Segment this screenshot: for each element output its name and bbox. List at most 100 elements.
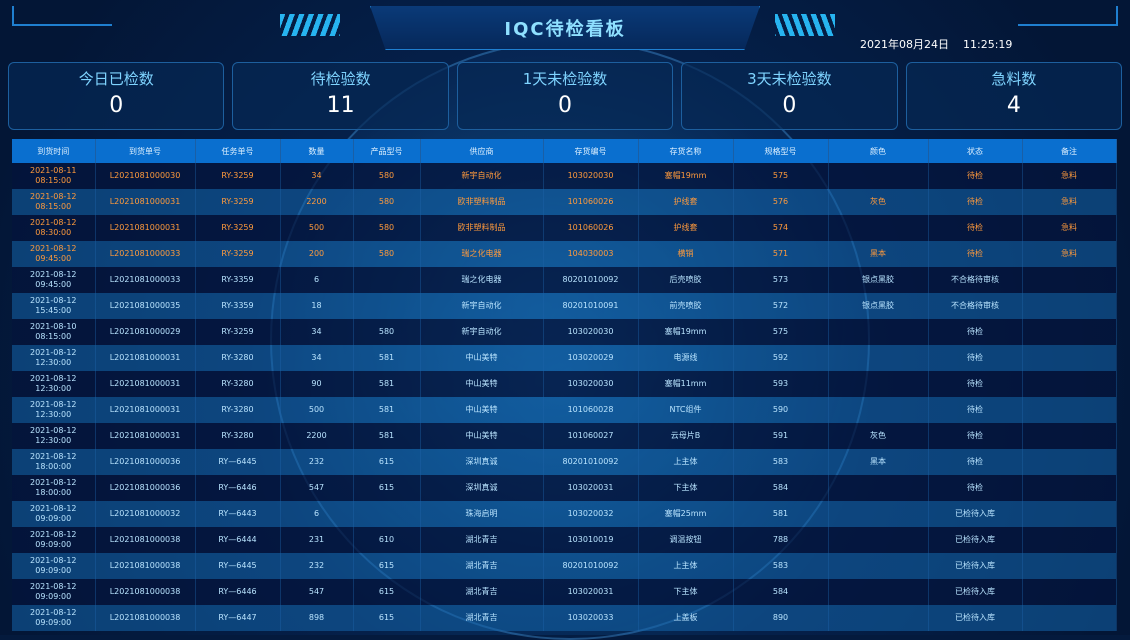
table-cell (353, 267, 421, 293)
table-row[interactable]: 2021-08-12 08:15:00 L2021081000031 RY-3259 2… (12, 189, 1117, 215)
table-cell: 2021-08-12 09:09:00 (12, 527, 96, 553)
table-cell: 2021-08-12 09:09:00 (12, 605, 96, 631)
arrival-date: 2021-08-12 (30, 530, 77, 539)
table-cell: 101060028 (543, 397, 639, 423)
table-cell: L2021081000029 (95, 319, 196, 345)
title-plate (370, 6, 760, 50)
table-cell: RY-3280 (195, 345, 281, 371)
table-cell: RY-3359 (195, 267, 281, 293)
arrival-date: 2021-08-12 (30, 608, 77, 617)
table-cell (828, 553, 929, 579)
column-header: 供应商 (420, 139, 544, 163)
table-cell: 80201010091 (543, 293, 639, 319)
table-cell (1022, 579, 1117, 605)
table-cell: RY—6447 (195, 605, 281, 631)
table-row[interactable]: 2021-08-12 12:30:00 L2021081000031 RY-3280 3… (12, 345, 1117, 371)
table-row[interactable]: 2021-08-12 12:30:00 L2021081000031 RY-3280 9… (12, 371, 1117, 397)
table-cell: RY—6443 (195, 501, 281, 527)
stat-card-3day-uninspected: 3天未检验数 0 (681, 62, 898, 130)
table-row[interactable]: 2021-08-12 18:00:00 L2021081000036 RY—6445 2… (12, 449, 1117, 475)
table-cell (1022, 319, 1117, 345)
table-cell: 103020030 (543, 319, 639, 345)
table-cell: 2021-08-12 09:09:00 (12, 553, 96, 579)
table-row[interactable]: 2021-08-12 09:09:00 L2021081000038 RY—6447 8… (12, 605, 1117, 631)
table-row[interactable]: 2021-08-12 09:45:00 L2021081000033 RY-3359 6… (12, 267, 1117, 293)
table-row[interactable]: 2021-08-11 08:15:00 L2021081000030 RY-3259 3… (12, 163, 1117, 189)
table-row[interactable]: 2021-08-12 09:09:00 L2021081000038 RY—6444 2… (12, 527, 1117, 553)
arrival-time: 15:45:00 (35, 306, 72, 315)
table-cell: RY-3280 (195, 423, 281, 449)
table-cell: 待检 (928, 241, 1023, 267)
stat-value: 11 (326, 93, 355, 118)
stat-value: 4 (1006, 93, 1021, 118)
table-cell: 待检 (928, 215, 1023, 241)
arrival-time: 12:30:00 (35, 410, 72, 419)
table-cell (828, 605, 929, 631)
table-cell: L2021081000031 (95, 371, 196, 397)
stat-label: 3天未检验数 (747, 70, 832, 88)
table-cell: 2021-08-12 18:00:00 (12, 475, 96, 501)
stat-label: 今日已检数 (78, 70, 154, 88)
stat-label: 1天未检验数 (522, 70, 608, 88)
column-header: 状态 (928, 139, 1023, 163)
table-cell: L2021081000038 (95, 553, 196, 579)
stat-card-inspected-today: 今日已检数 0 (8, 62, 225, 130)
table-cell: 待检 (928, 189, 1023, 215)
table-cell (828, 527, 929, 553)
table-cell: 575 (733, 163, 829, 189)
table-cell: 615 (353, 553, 421, 579)
table-row[interactable]: 2021-08-12 09:09:00 L2021081000032 RY—6443 6… (12, 501, 1117, 527)
table-cell: L2021081000031 (95, 423, 196, 449)
arrival-time: 08:15:00 (35, 176, 72, 185)
table-cell: RY—6445 (195, 449, 281, 475)
table-cell: 湖北青吉 (420, 527, 544, 553)
table-cell: 101060026 (543, 189, 639, 215)
table-cell: 2021-08-12 08:15:00 (12, 189, 96, 215)
table-cell: 瑞之化电器 (420, 241, 544, 267)
table-cell: 547 (280, 475, 354, 501)
table-cell: 584 (733, 579, 829, 605)
table-cell: L2021081000038 (95, 605, 196, 631)
table-row[interactable]: 2021-08-12 15:45:00 L2021081000035 RY-3359 1… (12, 293, 1117, 319)
table-cell: RY-3259 (195, 215, 281, 241)
table-cell: L2021081000036 (95, 449, 196, 475)
column-header: 规格型号 (733, 139, 829, 163)
table-cell: 573 (733, 267, 829, 293)
table-cell: 34 (280, 345, 354, 371)
table-row[interactable]: 2021-08-12 18:00:00 L2021081000036 RY—6446 5… (12, 475, 1117, 501)
table-cell: 不合格待审核 (928, 267, 1023, 293)
table-cell: 下主体 (638, 579, 734, 605)
table-cell: L2021081000036 (95, 475, 196, 501)
table-cell: 788 (733, 527, 829, 553)
table-cell: L2021081000031 (95, 215, 196, 241)
table-cell: 已检待入库 (928, 501, 1023, 527)
stat-value: 0 (109, 93, 124, 118)
table-cell: 护线套 (638, 189, 734, 215)
table-row[interactable]: 2021-08-12 12:30:00 L2021081000031 RY-3280 2… (12, 423, 1117, 449)
table-cell (1022, 397, 1117, 423)
table-row[interactable]: 2021-08-12 08:30:00 L2021081000031 RY-3259 5… (12, 215, 1117, 241)
table-cell: 90 (280, 371, 354, 397)
table-cell: 574 (733, 215, 829, 241)
table-cell (1022, 293, 1117, 319)
table-row[interactable]: 2021-08-10 08:15:00 L2021081000029 RY-3259 3… (12, 319, 1117, 345)
arrival-time: 12:30:00 (35, 358, 72, 367)
table-cell: 待检 (928, 371, 1023, 397)
table-cell: 593 (733, 371, 829, 397)
arrival-time: 18:00:00 (35, 488, 72, 497)
arrival-date: 2021-08-12 (30, 452, 77, 461)
table-cell: 黑本 (828, 241, 929, 267)
table-cell (828, 345, 929, 371)
table-row[interactable]: 2021-08-12 09:45:00 L2021081000033 RY-3259 2… (12, 241, 1117, 267)
clock: 2021年08月24日 11:25:19 (860, 36, 1026, 52)
table-cell: 调温按钮 (638, 527, 734, 553)
table-row[interactable]: 2021-08-12 09:09:00 L2021081000038 RY—6446 5… (12, 579, 1117, 605)
arrival-time: 09:09:00 (35, 514, 72, 523)
table-cell: 上盖板 (638, 605, 734, 631)
arrival-time: 12:30:00 (35, 436, 72, 445)
table-row[interactable]: 2021-08-12 09:09:00 L2021081000038 RY—6445 2… (12, 553, 1117, 579)
table-cell: 500 (280, 397, 354, 423)
arrival-date: 2021-08-12 (30, 296, 77, 305)
table-row[interactable]: 2021-08-12 12:30:00 L2021081000031 RY-3280 5… (12, 397, 1117, 423)
table-cell: 2021-08-12 15:45:00 (12, 293, 96, 319)
